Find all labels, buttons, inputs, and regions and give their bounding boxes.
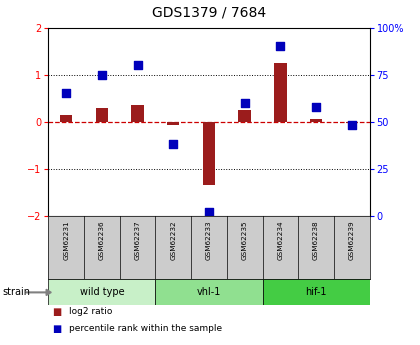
Text: GSM62237: GSM62237 <box>134 221 141 260</box>
Bar <box>131 105 144 121</box>
Text: ■: ■ <box>52 324 62 334</box>
Point <box>206 209 212 215</box>
Point <box>98 72 105 77</box>
Bar <box>239 110 251 121</box>
Text: GDS1379 / 7684: GDS1379 / 7684 <box>152 5 266 19</box>
Point <box>349 122 355 128</box>
Text: vhl-1: vhl-1 <box>197 287 221 297</box>
Text: wild type: wild type <box>79 287 124 297</box>
Text: GSM62234: GSM62234 <box>277 221 284 260</box>
Text: log2 ratio: log2 ratio <box>69 307 113 316</box>
Text: GSM62232: GSM62232 <box>170 221 176 260</box>
Bar <box>310 119 322 121</box>
Text: hif-1: hif-1 <box>305 287 327 297</box>
Bar <box>155 279 262 305</box>
Bar <box>274 63 286 121</box>
Text: percentile rank within the sample: percentile rank within the sample <box>69 324 223 333</box>
Text: GSM62239: GSM62239 <box>349 221 355 260</box>
Point <box>170 141 177 147</box>
Bar <box>203 121 215 185</box>
Text: strain: strain <box>2 287 30 297</box>
Bar <box>262 279 370 305</box>
Text: GSM62233: GSM62233 <box>206 221 212 260</box>
Bar <box>167 121 179 125</box>
Bar <box>60 115 72 121</box>
Text: GSM62236: GSM62236 <box>99 221 105 260</box>
Text: GSM62235: GSM62235 <box>241 221 248 260</box>
Bar <box>346 121 358 123</box>
Bar <box>96 108 108 121</box>
Point <box>63 91 70 96</box>
Point <box>277 43 284 49</box>
Point <box>312 104 319 109</box>
Text: GSM62238: GSM62238 <box>313 221 319 260</box>
Bar <box>48 279 155 305</box>
Text: ■: ■ <box>52 307 62 317</box>
Text: GSM62231: GSM62231 <box>63 221 69 260</box>
Point <box>134 62 141 68</box>
Point <box>241 100 248 106</box>
